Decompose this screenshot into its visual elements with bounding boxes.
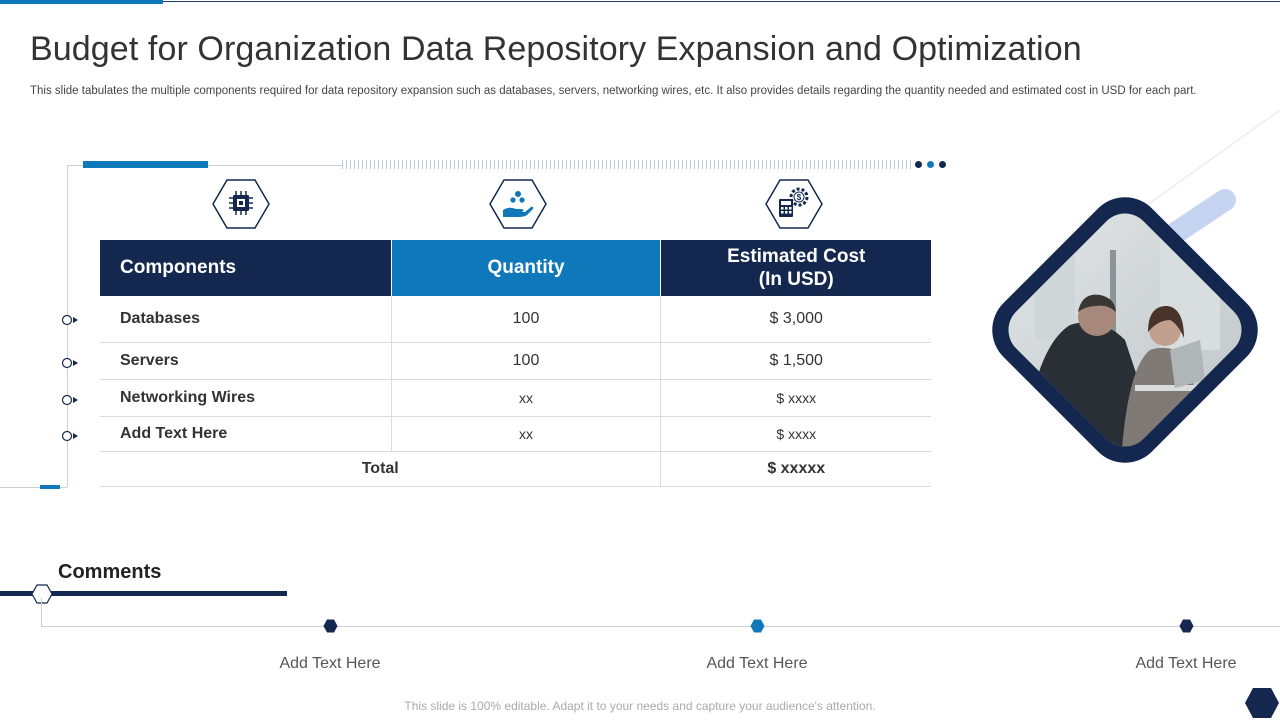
row-marker-icon xyxy=(61,314,78,326)
frame-left-line xyxy=(67,165,68,487)
frame-bottom-accent xyxy=(40,485,60,489)
table-row: Add Text Here xx $ xxxx xyxy=(100,416,931,452)
cell-component: Servers xyxy=(100,342,392,380)
svg-text:$: $ xyxy=(797,193,802,202)
corner-hexagon xyxy=(1245,688,1279,718)
header-quantity: Quantity xyxy=(391,240,662,296)
timeline-hex-node xyxy=(323,619,338,633)
hand-with-drops-icon xyxy=(489,179,547,229)
slide-subtitle: This slide tabulates the multiple compon… xyxy=(30,85,1197,97)
decor-dot xyxy=(915,161,922,168)
cell-cost: $ 1,500 xyxy=(660,342,931,380)
comments-title: Comments xyxy=(58,561,162,583)
frame-accent-bar xyxy=(83,161,208,168)
timeline-hex-node xyxy=(1179,619,1194,633)
frame-bottom-line xyxy=(0,487,67,488)
decor-dot xyxy=(927,161,934,168)
cell-quantity: xx xyxy=(391,416,662,452)
table-total-row: Total $ xxxxx xyxy=(100,451,931,487)
header-components: Components xyxy=(100,240,392,296)
table-row: Networking Wires xx $ xxxx xyxy=(100,379,931,417)
timeline-line xyxy=(41,626,1280,627)
comment-text: Add Text Here xyxy=(1135,655,1237,672)
header-cost-line2: (In USD) xyxy=(758,269,834,290)
timeline-connector xyxy=(41,598,42,626)
cell-component: Databases xyxy=(100,296,392,343)
timeline-hex-node xyxy=(750,619,765,633)
cell-quantity: xx xyxy=(391,379,662,417)
top-accent-bar xyxy=(0,0,163,4)
cell-cost: $ xxxx xyxy=(660,379,931,417)
decor-dot xyxy=(939,161,946,168)
cell-cost: $ 3,000 xyxy=(660,296,931,343)
row-marker-icon xyxy=(61,430,78,442)
budget-table: Components Quantity Estimated Cost (In U… xyxy=(100,240,931,487)
table-header-row: Components Quantity Estimated Cost (In U… xyxy=(100,240,931,296)
table-row: Servers 100 $ 1,500 xyxy=(100,342,931,380)
cell-component: Networking Wires xyxy=(100,379,392,417)
table-row: Databases 100 $ 3,000 xyxy=(100,296,931,343)
row-marker-icon xyxy=(61,394,78,406)
cell-quantity: 100 xyxy=(391,342,662,380)
comments-underline xyxy=(0,591,287,596)
header-estimated-cost: Estimated Cost (In USD) xyxy=(660,240,931,296)
team-photo-diamond xyxy=(992,109,1280,463)
calculator-cost-gear-icon: $ xyxy=(765,179,823,229)
processor-chip-icon xyxy=(212,179,270,229)
total-label: Total xyxy=(100,451,662,487)
top-divider-line xyxy=(0,1,1280,2)
header-cost-line1: Estimated Cost xyxy=(727,246,866,267)
row-marker-icon xyxy=(61,357,78,369)
footer-note: This slide is 100% editable. Adapt it to… xyxy=(404,699,876,713)
comments-hex-marker xyxy=(31,584,53,604)
cell-component: Add Text Here xyxy=(100,416,392,452)
dashed-decoration xyxy=(342,160,912,169)
slide-title: Budget for Organization Data Repository … xyxy=(30,30,1082,68)
comment-text: Add Text Here xyxy=(279,655,381,672)
comment-text: Add Text Here xyxy=(706,655,808,672)
cell-cost: $ xxxx xyxy=(660,416,931,452)
cell-quantity: 100 xyxy=(391,296,662,343)
total-value: $ xxxxx xyxy=(660,451,931,487)
